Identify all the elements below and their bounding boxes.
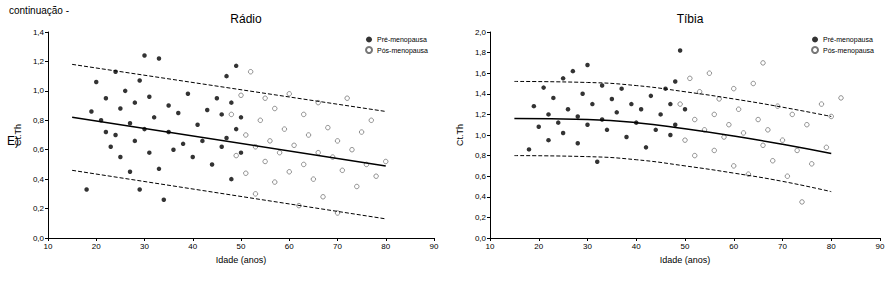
- svg-text:20: 20: [92, 242, 101, 251]
- svg-text:0,2: 0,2: [33, 204, 45, 213]
- svg-text:E): E): [7, 134, 19, 148]
- svg-text:1,0: 1,0: [475, 131, 487, 140]
- svg-text:0,4: 0,4: [475, 192, 487, 201]
- svg-text:0,6: 0,6: [475, 172, 487, 181]
- svg-text:20: 20: [534, 242, 543, 251]
- svg-text:60: 60: [285, 242, 294, 251]
- svg-text:Pré-menopausa: Pré-menopausa: [377, 36, 427, 44]
- svg-text:Rádio: Rádio: [230, 12, 262, 26]
- svg-text:Pré-menopausa: Pré-menopausa: [823, 36, 873, 44]
- svg-text:10: 10: [44, 242, 53, 251]
- svg-text:30: 30: [583, 242, 592, 251]
- svg-text:1,2: 1,2: [33, 57, 45, 66]
- svg-text:90: 90: [876, 242, 885, 251]
- svg-text:Idade (anos): Idade (anos): [216, 255, 267, 265]
- svg-text:1,8: 1,8: [475, 48, 487, 57]
- svg-text:0,4: 0,4: [33, 175, 45, 184]
- svg-text:1,2: 1,2: [475, 110, 487, 119]
- svg-text:50: 50: [237, 242, 246, 251]
- svg-text:0,6: 0,6: [33, 145, 45, 154]
- svg-text:40: 40: [188, 242, 197, 251]
- svg-text:70: 70: [778, 242, 787, 251]
- svg-text:60: 60: [729, 242, 738, 251]
- svg-text:0,8: 0,8: [33, 116, 45, 125]
- svg-text:0,8: 0,8: [475, 151, 487, 160]
- svg-text:1,6: 1,6: [475, 69, 487, 78]
- svg-text:Pós-menopausa: Pós-menopausa: [823, 47, 874, 55]
- svg-text:50: 50: [681, 242, 690, 251]
- svg-text:Tíbia: Tíbia: [677, 12, 704, 26]
- svg-text:2,0: 2,0: [475, 28, 487, 37]
- svg-text:Ct.Th: Ct.Th: [455, 124, 465, 146]
- svg-text:80: 80: [381, 242, 390, 251]
- svg-text:10: 10: [486, 242, 495, 251]
- svg-text:0,0: 0,0: [474, 233, 486, 243]
- svg-text:1,0: 1,0: [33, 86, 45, 95]
- svg-text:1,4: 1,4: [33, 28, 45, 37]
- svg-text:30: 30: [140, 242, 149, 251]
- svg-text:0,2: 0,2: [475, 213, 487, 222]
- svg-text:0,0: 0,0: [32, 233, 44, 243]
- svg-text:1,4: 1,4: [475, 89, 487, 98]
- svg-text:Pós-menopausa: Pós-menopausa: [377, 47, 428, 55]
- svg-text:40: 40: [632, 242, 641, 251]
- svg-text:70: 70: [333, 242, 342, 251]
- svg-text:80: 80: [827, 242, 836, 251]
- svg-text:continuação -: continuação -: [9, 5, 69, 16]
- svg-text:90: 90: [430, 242, 439, 251]
- svg-text:Idade (anos): Idade (anos): [660, 255, 711, 265]
